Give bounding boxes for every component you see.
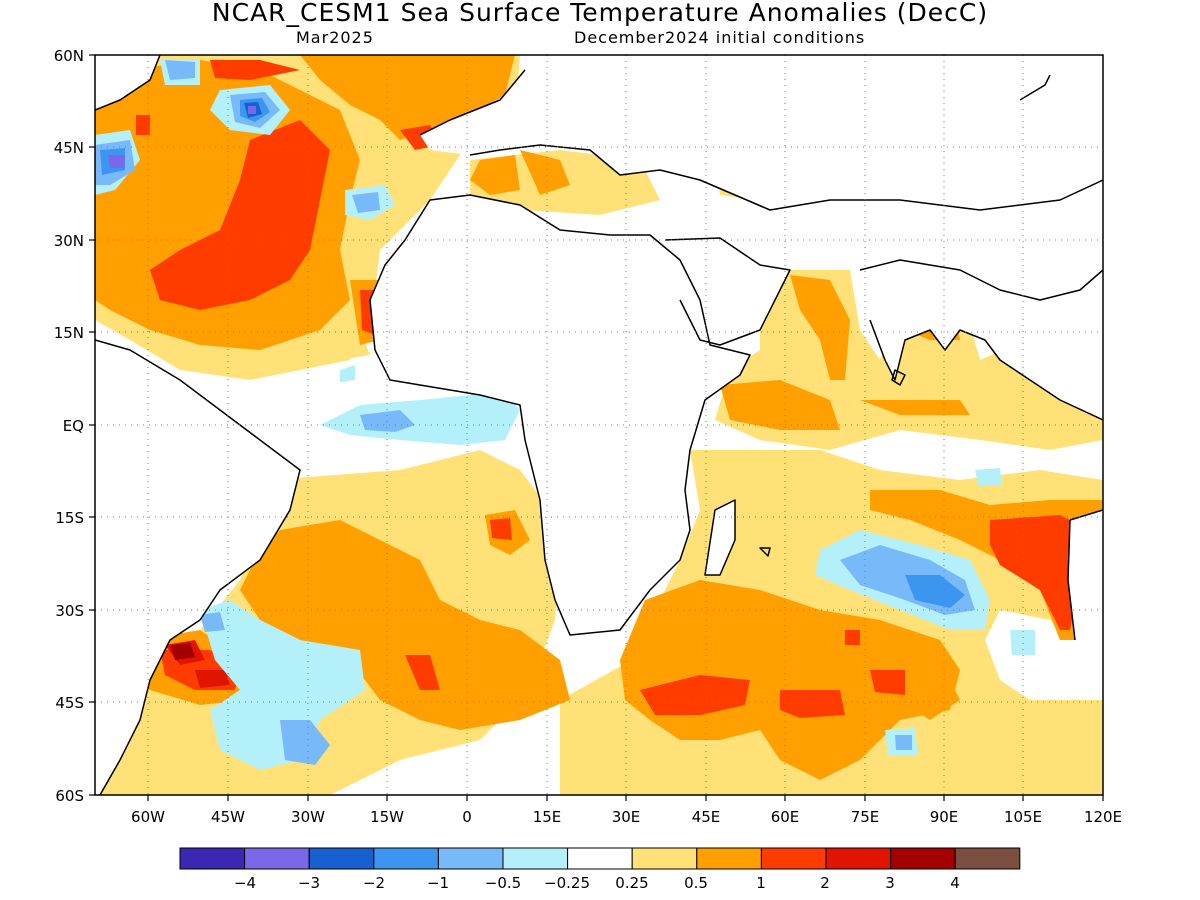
colorbar-swatch [437, 847, 504, 870]
latitude-labels: 60N 45N 30N 15N EQ 15S 30S 45S 60S [54, 47, 84, 805]
colorbar-label: 3 [885, 874, 895, 892]
lon-label: 0 [462, 808, 472, 826]
lon-label: 45E [692, 808, 721, 826]
colorbar-swatch [179, 847, 246, 870]
colorbar-label: −1 [427, 874, 449, 892]
colorbar [179, 847, 1021, 870]
lon-label: 15W [370, 808, 404, 826]
valid-month-label: Mar2025 [296, 28, 374, 47]
graticule [95, 55, 1103, 795]
colorbar-label: 2 [820, 874, 830, 892]
colorbar-swatch [502, 847, 569, 870]
lon-label: 30W [291, 808, 325, 826]
colorbar-label: −4 [234, 874, 256, 892]
colorbar-swatch [954, 847, 1021, 870]
colorbar-swatch [696, 847, 762, 870]
lon-label: 120E [1084, 808, 1122, 826]
colorbar-swatch [244, 847, 310, 870]
colorbar-label: 1 [756, 874, 766, 892]
colorbar-label: −0.25 [544, 874, 590, 892]
init-conditions-label: December2024 initial conditions [574, 28, 866, 47]
colorbar-label: 0.25 [615, 874, 648, 892]
lon-label: 15E [533, 808, 562, 826]
lon-label: 90E [930, 808, 959, 826]
lat-label: 15S [55, 509, 84, 527]
lat-label: 60S [55, 787, 84, 805]
anomaly-zone-extreme-warm [170, 643, 195, 660]
colorbar-swatch [373, 847, 439, 870]
colorbar-swatch [890, 847, 956, 870]
map-title: NCAR_CESM1 Sea Surface Temperature Anoma… [211, 0, 989, 27]
lon-label: 45W [211, 808, 245, 826]
anomaly-zone-strong-warm [136, 60, 1090, 718]
lat-label: 30S [55, 602, 84, 620]
lat-label: 15N [54, 324, 84, 342]
lat-label: 45N [54, 139, 84, 157]
lat-label: 60N [54, 47, 84, 65]
anomaly-field [95, 55, 1103, 795]
colorbar-swatch [631, 847, 698, 870]
lon-label: 105E [1004, 808, 1042, 826]
colorbar-label: −2 [363, 874, 385, 892]
anomaly-zone-extreme-cool [108, 106, 256, 168]
colorbar-label: −0.5 [485, 874, 521, 892]
colorbar-swatch [308, 847, 375, 870]
lon-label: 30E [612, 808, 641, 826]
coastlines [95, 55, 1103, 795]
lon-label: 60W [131, 808, 165, 826]
lon-label: 75E [851, 808, 880, 826]
lon-label: 60E [771, 808, 800, 826]
longitude-labels: 60W 45W 30W 15W 0 15E 30E 45E 60E 75E 90… [131, 808, 1122, 826]
lat-label: 45S [55, 694, 84, 712]
colorbar-label: 4 [950, 874, 960, 892]
colorbar-label: −3 [298, 874, 320, 892]
colorbar-swatch [825, 847, 892, 870]
axis-tick-marks [89, 54, 1104, 801]
lat-label: 30N [54, 232, 84, 250]
colorbar-swatch [567, 847, 633, 870]
lat-label: EQ [63, 417, 84, 435]
colorbar-swatch [760, 847, 827, 870]
colorbar-labels: −4 −3 −2 −1 −0.5 −0.25 0.25 0.5 1 2 3 4 [234, 874, 960, 892]
colorbar-label: 0.5 [684, 874, 708, 892]
